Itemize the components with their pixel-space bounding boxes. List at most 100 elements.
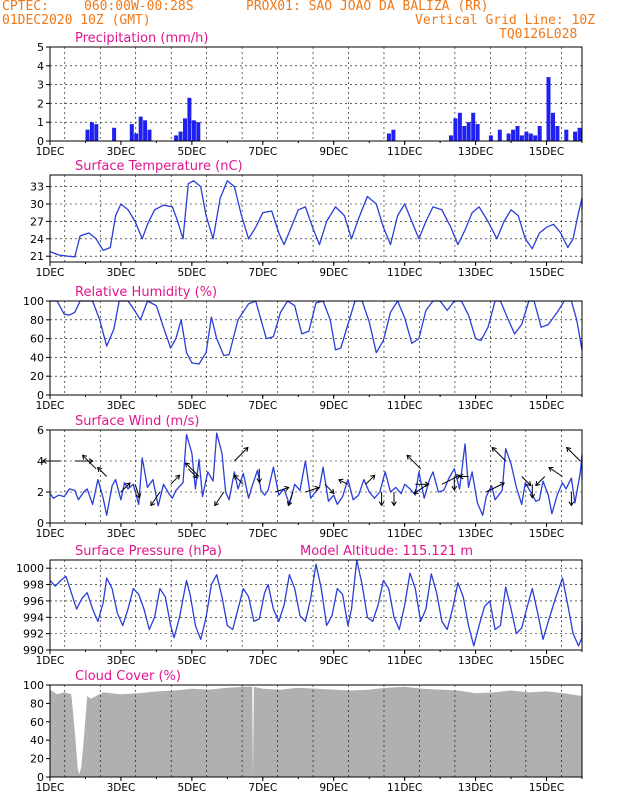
pressure-xtick-label: 9DEC	[319, 655, 348, 667]
precip-bar	[546, 77, 551, 141]
wind-vector-arrowhead	[233, 474, 239, 480]
wind-vector-arrow	[185, 462, 200, 477]
precip-bar	[515, 126, 520, 141]
precip-bar	[475, 124, 480, 141]
precip-bar	[391, 129, 396, 141]
humidity-ytick-label: 80	[30, 314, 44, 327]
wind-vector-arrowhead	[81, 454, 88, 460]
precip-bar	[573, 131, 578, 141]
humidity-line	[50, 300, 583, 365]
wind-vector-arrowhead	[529, 493, 536, 499]
humidity-xtick-label: 11DEC	[387, 400, 422, 412]
cloud_cover-ytick-label: 0	[37, 771, 44, 784]
cloud_cover-xtick-label: 15DEC	[529, 782, 564, 794]
precipitation-xtick-label: 1DEC	[36, 146, 65, 158]
precip-bar	[196, 122, 201, 141]
precipitation-ytick-label: 5	[37, 41, 44, 54]
temperature-xtick-label: 9DEC	[319, 267, 348, 279]
wind-vector-arrow	[187, 468, 198, 479]
header-run-time: 01DEC2020 10Z (GMT)	[2, 13, 151, 28]
wind-vector-arrow	[134, 484, 141, 498]
wind-vector-arrowhead	[256, 478, 263, 484]
cloud_cover-xtick-label: 7DEC	[248, 782, 277, 794]
wind-vector-arrow	[120, 482, 131, 493]
humidity-xtick-label: 9DEC	[319, 400, 348, 412]
wind-xtick-label: 1DEC	[36, 528, 65, 540]
pressure-ytick-label: 998	[23, 579, 44, 592]
precip-bar	[187, 97, 192, 141]
precipitation-xtick-label: 9DEC	[319, 146, 348, 158]
humidity-xtick-label: 13DEC	[458, 400, 493, 412]
humidity-title: Relative Humidity (%)	[75, 285, 217, 300]
precipitation-ytick-label: 3	[37, 79, 44, 92]
wind-xtick-label: 7DEC	[248, 528, 277, 540]
pressure-ytick-label: 992	[23, 628, 44, 641]
wind-vector-arrowhead	[338, 478, 344, 484]
wind-xtick-label: 11DEC	[387, 528, 422, 540]
precipitation-ytick-label: 4	[37, 60, 44, 73]
wind-ytick-label: 2	[37, 486, 44, 499]
temperature-title: Surface Temperature (nC)	[75, 159, 243, 174]
wind-xtick-label: 5DEC	[177, 528, 206, 540]
precipitation-frame	[49, 46, 583, 142]
cloud_cover-xtick-label: 11DEC	[387, 782, 422, 794]
pressure-xtick-label: 1DEC	[36, 655, 65, 667]
precip-bar	[577, 127, 582, 141]
cloud_cover-xtick-label: 5DEC	[177, 782, 206, 794]
precipitation-xtick-label: 5DEC	[177, 146, 206, 158]
wind-xtick-label: 3DEC	[107, 528, 136, 540]
wind-vector-arrow	[287, 491, 294, 506]
precip-bar	[462, 126, 467, 141]
wind-vector-arrow	[491, 447, 507, 462]
temperature-ytick-label: 30	[30, 198, 44, 211]
precip-bar	[138, 116, 143, 141]
wind-vector-arrowhead	[413, 488, 419, 494]
cloud_cover-ytick-label: 40	[30, 734, 44, 747]
temperature-xtick-label: 13DEC	[458, 267, 493, 279]
precipitation-ytick-label: 0	[37, 135, 44, 148]
wind-vector-arrowhead	[568, 501, 575, 507]
wind-vector-arrowhead	[391, 501, 397, 507]
humidity-ytick-label: 0	[37, 389, 44, 402]
wind-vector-arrow	[324, 483, 335, 494]
wind-vector-arrowhead	[370, 474, 376, 480]
wind-vector-arrow	[566, 447, 581, 462]
precip-bar	[386, 133, 391, 141]
precip-bar	[453, 118, 458, 141]
temperature-ytick-label: 21	[30, 250, 44, 263]
wind-vector-arrow	[406, 454, 421, 470]
header-model-code: TQ0126L028	[499, 27, 578, 42]
pressure-xtick-label: 3DEC	[107, 655, 136, 667]
wind-ytick-label: 6	[37, 424, 44, 437]
precip-bar	[471, 112, 476, 141]
temperature-ytick-label: 33	[30, 181, 44, 194]
cloud-cover-area	[50, 686, 582, 777]
wind-vector-arrowhead	[314, 485, 320, 492]
precip-bar	[533, 135, 538, 141]
humidity-xtick-label: 3DEC	[107, 400, 136, 412]
pressure-line	[49, 559, 583, 647]
wind-vector-arrowhead	[41, 458, 47, 464]
wind-vector-arrow	[214, 491, 225, 506]
wind-vector-arrowhead	[150, 500, 156, 507]
precipitation-xtick-label: 3DEC	[107, 146, 136, 158]
precip-bar	[143, 120, 148, 141]
wind-vector-arrowhead	[491, 446, 497, 453]
precip-bar	[555, 126, 560, 141]
humidity-ytick-label: 100	[23, 295, 44, 308]
wind-vector-arrow	[413, 483, 428, 494]
precip-bar	[89, 122, 94, 141]
wind-vector-arrowhead	[548, 466, 554, 472]
wind-vector-arrow	[233, 474, 244, 485]
wind-vector-arrow	[338, 479, 349, 485]
header-grid-note: Vertical Grid Line: 10Z	[415, 13, 596, 28]
temperature-xtick-label: 1DEC	[36, 267, 65, 279]
precip-bar	[449, 135, 453, 141]
precip-bar	[178, 131, 183, 141]
header-org: CPTEC:	[2, 0, 49, 14]
temperature-xtick-label: 5DEC	[177, 267, 206, 279]
precipitation-ytick-label: 2	[37, 97, 44, 110]
wind-vector-arrow	[275, 487, 289, 493]
pressure-xtick-label: 15DEC	[529, 655, 564, 667]
